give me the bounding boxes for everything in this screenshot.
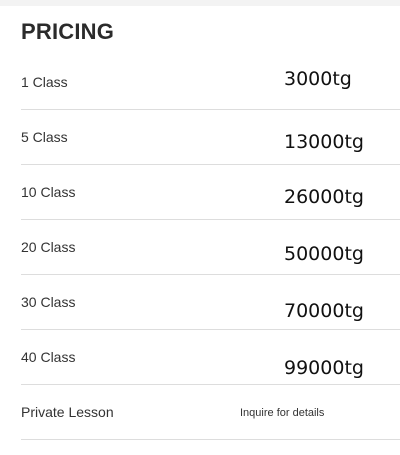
pricing-row-name: Private Lesson [21,404,114,420]
pricing-row-name: 10 Class [21,184,76,200]
pricing-row-price: Inquire for details [240,407,325,419]
pricing-row-price: 50000tg [284,243,364,265]
pricing-row-5-class: 5 Class 13000tg [21,109,400,165]
pricing-row-40-class: 40 Class 99000tg [21,329,400,385]
pricing-row-price: 70000tg [284,300,364,322]
top-divider-strip [0,0,400,6]
pricing-row-price: 99000tg [284,357,364,379]
pricing-row-1-class: 1 Class 3000tg [21,54,400,110]
pricing-row-20-class: 20 Class 50000tg [21,219,400,275]
pricing-row-price: 26000tg [284,186,364,208]
pricing-row-name: 40 Class [21,349,76,365]
pricing-heading: PRICING [21,19,115,44]
pricing-row-10-class: 10 Class 26000tg [21,164,400,220]
pricing-row-name: 30 Class [21,294,76,310]
pricing-row-price: 13000tg [284,131,364,153]
pricing-row-private-lesson: Private Lesson Inquire for details [21,384,400,440]
pricing-row-name: 1 Class [21,74,68,90]
pricing-row-name: 5 Class [21,129,68,145]
pricing-row-price: 3000tg [284,68,352,90]
pricing-row-name: 20 Class [21,239,76,255]
pricing-row-30-class: 30 Class 70000tg [21,274,400,330]
